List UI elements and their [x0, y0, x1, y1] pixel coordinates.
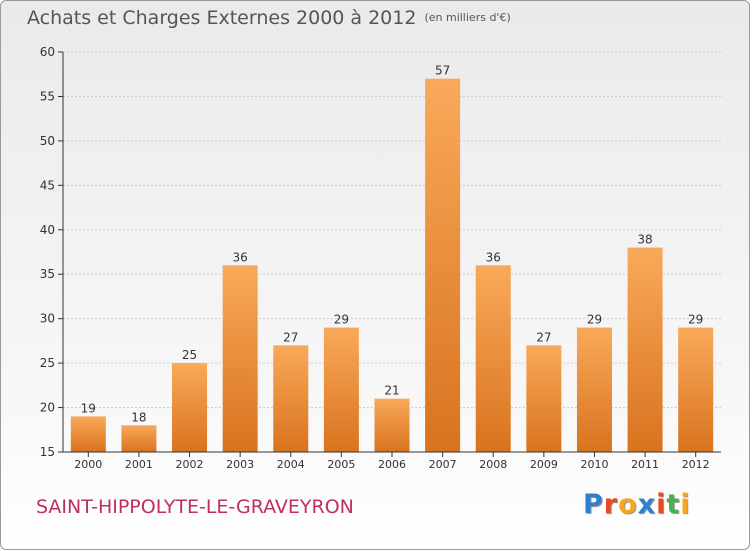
x-tick-label: 2002: [176, 458, 204, 471]
proxiti-logo[interactable]: Proxiti: [583, 489, 691, 520]
x-tick-label: 2011: [631, 458, 659, 471]
x-tick-label: 2012: [682, 458, 710, 471]
bar: [172, 363, 208, 452]
data-label: 57: [435, 64, 450, 78]
x-tick-label: 2000: [74, 458, 102, 471]
chart-title-unit: (en milliers d'€): [424, 11, 511, 24]
x-tick-label: 2004: [277, 458, 305, 471]
data-label: 27: [536, 330, 551, 344]
x-tick-label: 2005: [327, 458, 355, 471]
y-tick-label: 40: [40, 223, 55, 237]
y-tick-label: 60: [40, 45, 55, 59]
y-tick-label: 25: [40, 356, 55, 370]
bar: [323, 327, 359, 452]
logo-letter: t: [666, 489, 681, 520]
x-tick-label: 2001: [125, 458, 153, 471]
y-tick-label: 45: [40, 178, 55, 192]
x-tick-label: 2006: [378, 458, 406, 471]
logo-letter: P: [583, 489, 604, 520]
data-label: 36: [486, 250, 501, 264]
bar: [374, 398, 410, 452]
data-label: 18: [131, 410, 146, 424]
data-label: 19: [81, 401, 96, 415]
data-label: 25: [182, 348, 197, 362]
bar: [121, 425, 157, 452]
data-label: 21: [384, 384, 399, 398]
bar: [627, 247, 663, 452]
chart-title-main: Achats et Charges Externes 2000 à 2012: [27, 7, 417, 29]
x-tick-label: 2008: [479, 458, 507, 471]
x-tick-label: 2007: [429, 458, 457, 471]
bar: [576, 327, 612, 452]
logo-letter: r: [603, 489, 619, 520]
y-tick-label: 30: [40, 312, 55, 326]
x-tick-label: 2009: [530, 458, 558, 471]
bar: [273, 345, 309, 452]
commune-name: SAINT-HIPPOLYTE-LE-GRAVEYRON: [36, 496, 354, 518]
y-tick-label: 15: [40, 445, 55, 459]
logo-letter: i: [656, 489, 667, 520]
data-label: 27: [283, 330, 298, 344]
y-tick-label: 35: [40, 267, 55, 281]
bar: [475, 265, 511, 452]
bar: [222, 265, 258, 452]
logo-letter: i: [680, 489, 691, 520]
x-tick-label: 2003: [226, 458, 254, 471]
y-tick-label: 55: [40, 89, 55, 103]
data-label: 36: [233, 250, 248, 264]
data-label: 29: [334, 313, 349, 327]
data-label: 29: [688, 313, 703, 327]
bar: [678, 327, 714, 452]
y-tick-label: 50: [40, 134, 55, 148]
bar: [526, 345, 562, 452]
x-tick-label: 2010: [580, 458, 608, 471]
logo-letter: x: [637, 489, 657, 520]
data-label: 38: [637, 233, 652, 247]
chart-title: Achats et Charges Externes 2000 à 2012 (e…: [27, 7, 511, 29]
logo-letter: o: [618, 489, 638, 520]
bar: [70, 416, 106, 452]
data-label: 29: [587, 313, 602, 327]
bar: [425, 78, 461, 453]
y-tick-label: 20: [40, 401, 55, 415]
